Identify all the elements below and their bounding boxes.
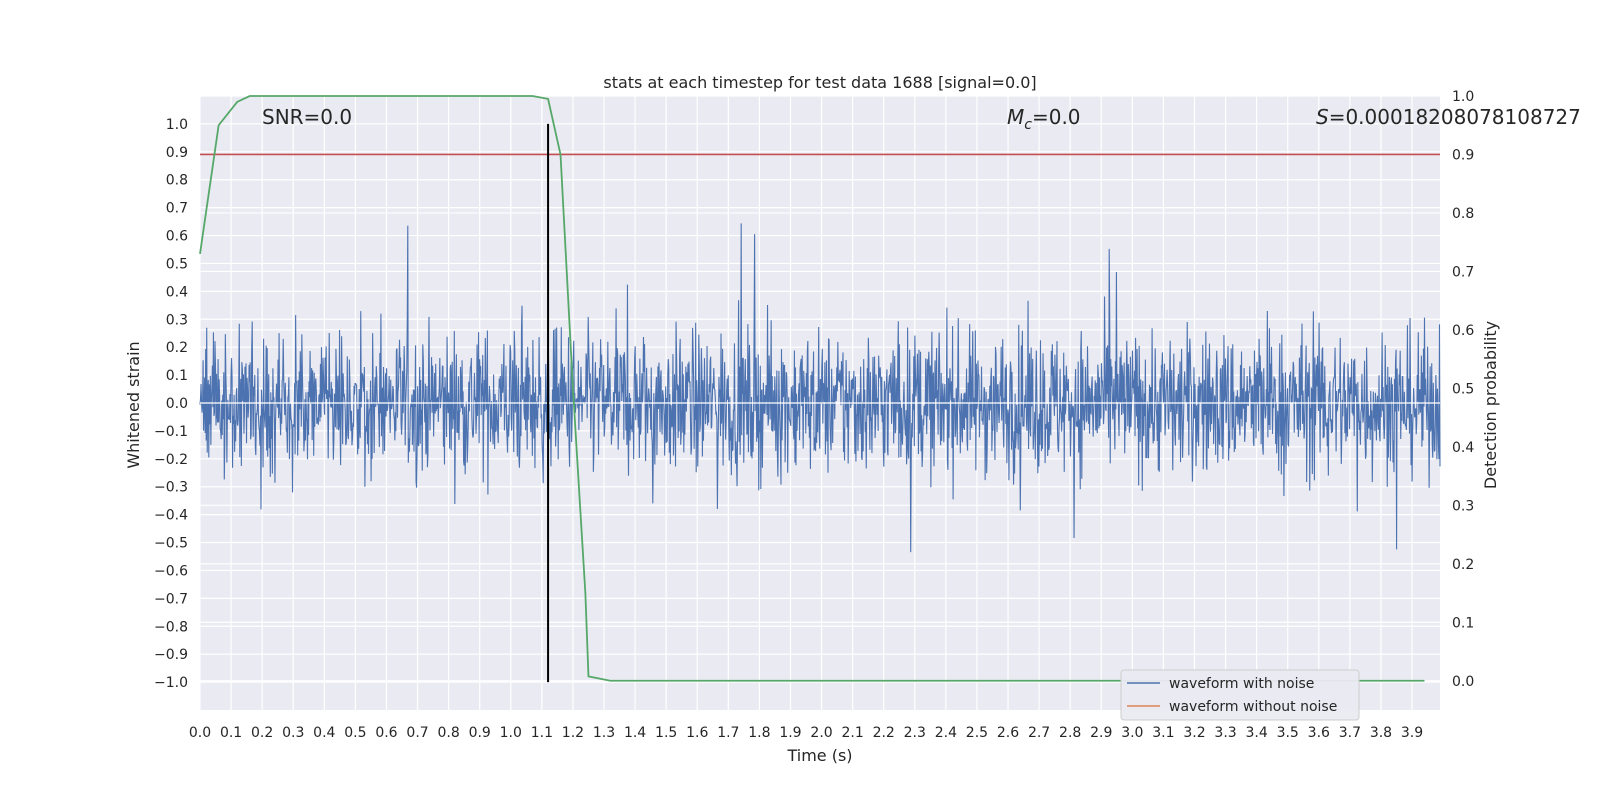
y2-tick-label: 0.7 [1452, 264, 1474, 280]
x-tick-label: 2.0 [810, 725, 832, 741]
y-tick-label: 0.0 [166, 396, 188, 412]
y2-tick-label: 0.0 [1452, 674, 1474, 690]
x-tick-label: 2.2 [873, 725, 895, 741]
x-tick-label: 0.2 [251, 725, 273, 741]
y-tick-label: −0.7 [154, 591, 188, 607]
y2-tick-label: 0.2 [1452, 557, 1474, 573]
y-tick-label: 0.4 [166, 284, 188, 300]
y2-axis-label: Detection probability [1481, 321, 1500, 489]
x-tick-label: 0.7 [406, 725, 428, 741]
noise-series [199, 223, 1441, 553]
x-tick-label: 0.8 [437, 725, 459, 741]
x-tick-label: 0.9 [469, 725, 491, 741]
x-tick-label: 3.8 [1370, 725, 1392, 741]
x-tick-label: 0.3 [282, 725, 304, 741]
legend-box [1120, 669, 1360, 721]
y-tick-label: 1.0 [166, 117, 188, 133]
x-tick-label: 1.4 [624, 725, 646, 741]
x-tick-label: 2.5 [966, 725, 988, 741]
x-tick-label: 3.0 [1121, 725, 1143, 741]
x-tick-label: 3.2 [1183, 725, 1205, 741]
x-tick-label: 0.0 [189, 725, 211, 741]
axes: 0.0 0.1 0.2 0.3 0.4 0.5 0.6 0.7 0.8 0.9 1.0 1.1 1.2 1… [154, 89, 1474, 741]
x-tick-label: 3.6 [1308, 725, 1330, 741]
y-tick-label: 0.3 [166, 312, 188, 328]
legend-label-noise: waveform with noise [1169, 676, 1314, 692]
x-tick-label: 1.5 [655, 725, 677, 741]
y-tick-label: −1.0 [154, 675, 188, 691]
x-tick-label: 1.2 [562, 725, 584, 741]
x-tick-label: 3.9 [1401, 725, 1423, 741]
chart-title: stats at each timestep for test data 168… [603, 73, 1036, 92]
detection-probability-line [199, 95, 1425, 682]
y-tick-label: −0.5 [154, 536, 188, 552]
y2-tick-label: 0.1 [1452, 615, 1474, 631]
y2-tick-label: 1.0 [1452, 89, 1474, 105]
x-tick-label: 2.7 [1028, 725, 1050, 741]
snr-annotation: SNR=0.0 [262, 105, 352, 129]
y2-tick-label: 0.6 [1452, 323, 1474, 339]
y2-tick-label: 0.5 [1452, 381, 1474, 397]
x-tick-label: 2.4 [935, 725, 957, 741]
x-tick-label: 2.9 [1090, 725, 1112, 741]
x-tick-label: 1.0 [500, 725, 522, 741]
x-tick-label: 1.9 [779, 725, 801, 741]
legend: waveform with noise waveform without noi… [1120, 669, 1360, 721]
x-tick-label: 1.6 [686, 725, 708, 741]
y-tick-label: 0.9 [166, 145, 188, 161]
y-axis-label: Whitened strain [124, 341, 143, 468]
mc-annotation: Mc=0.0 [1007, 105, 1081, 133]
x-tick-label: 1.8 [748, 725, 770, 741]
legend-label-clean: waveform without noise [1169, 699, 1337, 715]
x-tick-label: 2.3 [904, 725, 926, 741]
y-tick-label: −0.4 [154, 508, 188, 524]
y-tick-label: 0.1 [166, 368, 188, 384]
x-tick-label: 0.6 [375, 725, 397, 741]
x-tick-label: 0.5 [344, 725, 366, 741]
x-tick-label: 1.3 [593, 725, 615, 741]
x-tick-label: 1.1 [531, 725, 553, 741]
y2-tick-label: 0.9 [1452, 147, 1474, 163]
y-tick-label: 0.6 [166, 229, 188, 245]
x-tick-label: 3.4 [1246, 725, 1268, 741]
y-tick-label: −0.1 [154, 424, 188, 440]
y-tick-label: −0.9 [154, 647, 188, 663]
x-tick-label: 3.3 [1214, 725, 1236, 741]
x-axis-label: Time (s) [786, 746, 852, 765]
y-tick-label: 0.7 [166, 201, 188, 217]
y-tick-label: −0.6 [154, 563, 188, 579]
y-tick-label: −0.2 [154, 452, 188, 468]
y2-tick-label: 0.4 [1452, 440, 1474, 456]
y-tick-label: −0.3 [154, 480, 188, 496]
x-tick-label: 0.1 [220, 725, 242, 741]
y-tick-label: −0.8 [154, 619, 188, 635]
x-tick-label: 0.4 [313, 725, 335, 741]
y2-tick-label: 0.8 [1452, 206, 1474, 222]
y-tick-label: 0.5 [166, 256, 188, 272]
x-tick-label: 3.7 [1339, 725, 1361, 741]
x-tick-label: 2.6 [997, 725, 1019, 741]
y2-tick-label: 0.3 [1452, 498, 1474, 514]
noise-series-line [199, 223, 1441, 553]
overlays [199, 95, 1440, 683]
x-tick-label: 2.8 [1059, 725, 1081, 741]
x-tick-label: 3.5 [1277, 725, 1299, 741]
s-annotation: S=0.00018208078108727 [1316, 105, 1581, 129]
x-tick-label: 3.1 [1152, 725, 1174, 741]
y-tick-label: 0.8 [166, 173, 188, 189]
x-tick-label: 2.1 [841, 725, 863, 741]
y-tick-label: 0.2 [166, 340, 188, 356]
x-tick-label: 1.7 [717, 725, 739, 741]
